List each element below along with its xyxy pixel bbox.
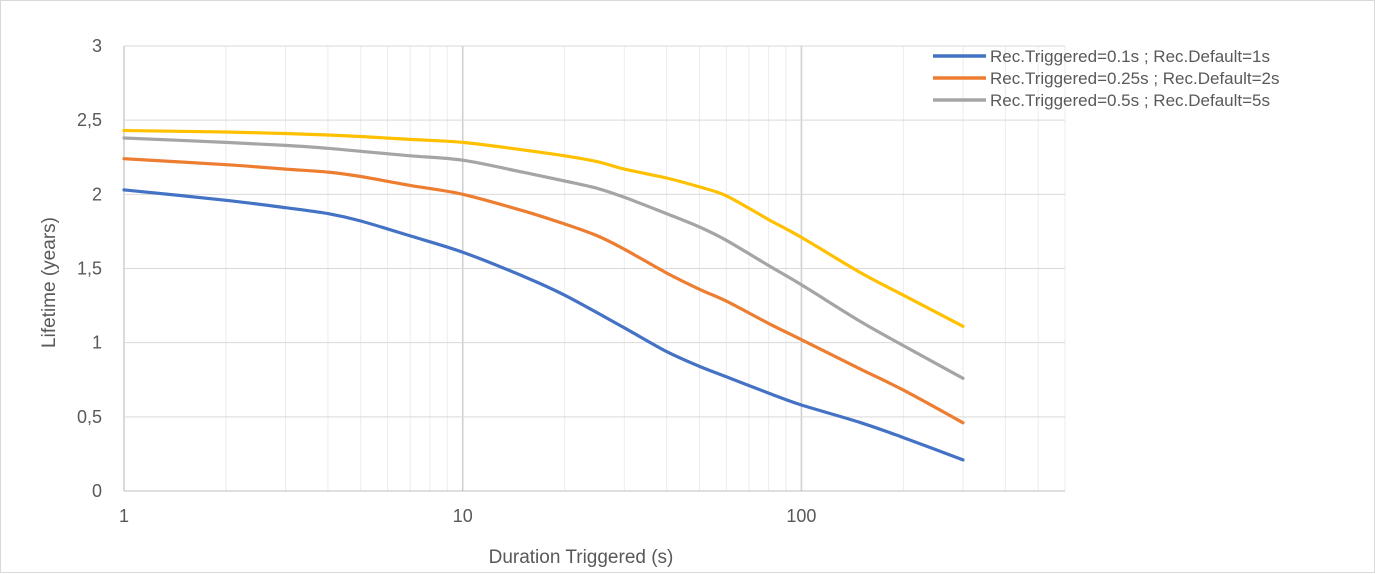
x-tick-label: 1 [119,506,129,526]
legend-label: Rec.Triggered=0.25s ; Rec.Default=2s [990,69,1279,88]
y-tick-label: 2,5 [77,110,102,130]
legend-item: Rec.Triggered=0.25s ; Rec.Default=2s [933,69,1279,88]
series-line-1 [122,188,965,462]
y-tick-label: 1,5 [77,259,102,279]
x-tick-label: 10 [453,506,473,526]
legend-label: Rec.Triggered=0.5s ; Rec.Default=5s [990,91,1270,110]
y-tick-label: 0,5 [77,407,102,427]
y-tick-label: 1 [92,333,102,353]
series-line-4 [122,128,965,328]
x-axis-tick-labels: 1 10 100 [119,506,816,526]
major-gridlines [123,45,1065,491]
x-tick-label: 100 [786,506,816,526]
series-line-2 [122,157,965,425]
y-tick-label: 2 [92,184,102,204]
legend-item: Rec.Triggered=0.5s ; Rec.Default=5s [933,91,1270,110]
legend-item: Rec.Triggered=0.1s ; Rec.Default=1s [933,47,1270,66]
series-line-3 [122,136,965,380]
x-axis-title: Duration Triggered (s) [489,547,674,568]
y-tick-label: 3 [92,36,102,56]
y-axis-title: Lifetime (years) [39,217,60,348]
y-tick-label: 0 [92,481,102,501]
y-axis-tick-labels: 0 0,5 1 1,5 2 2,5 3 [77,36,102,501]
legend-label: Rec.Triggered=0.1s ; Rec.Default=1s [990,47,1270,66]
legend: Rec.Triggered=0.1s ; Rec.Default=1s Rec.T… [933,47,1279,110]
series-lines [122,128,965,462]
